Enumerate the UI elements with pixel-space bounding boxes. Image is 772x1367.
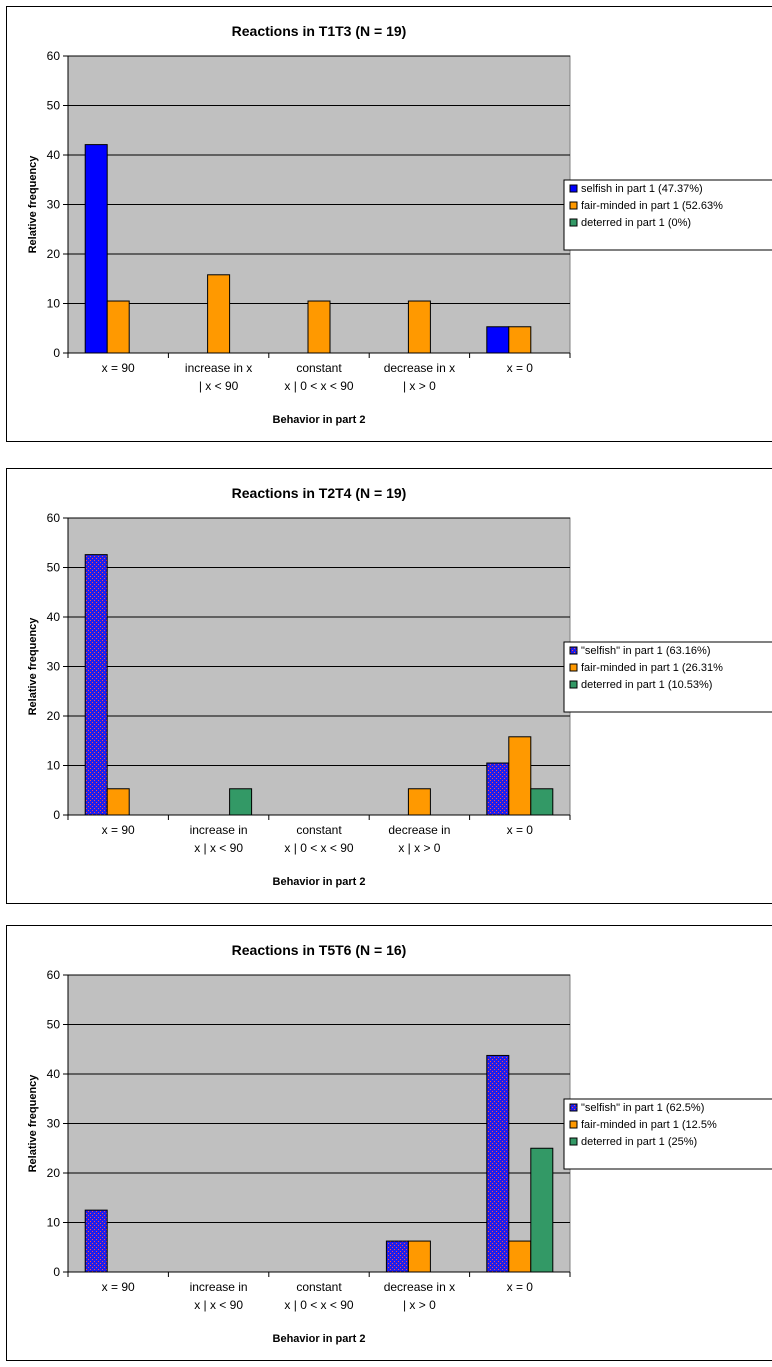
y-tick-label: 10 <box>47 297 61 311</box>
bar <box>486 762 510 816</box>
category-label: x | x > 0 <box>398 841 440 855</box>
y-tick-label: 0 <box>53 808 60 822</box>
legend-swatch <box>569 646 578 655</box>
bar <box>508 1240 532 1273</box>
chart-title: Reactions in T1T3 (N = 19) <box>232 23 407 39</box>
legend-label: deterred in part 1 (0%) <box>581 217 691 229</box>
x-axis-label: Behavior in part 2 <box>273 876 366 888</box>
y-tick-label: 20 <box>47 1166 61 1180</box>
y-tick-label: 0 <box>53 1265 60 1279</box>
bar <box>84 144 108 354</box>
y-tick-label: 0 <box>53 346 60 360</box>
category-label: decrease in x <box>384 1280 455 1294</box>
category-label: x = 90 <box>102 1280 135 1294</box>
category-label: x | x < 90 <box>194 1298 243 1312</box>
y-tick-label: 50 <box>47 1018 61 1032</box>
category-label: | x < 90 <box>199 379 239 393</box>
category-label: x = 0 <box>507 1280 534 1294</box>
bar <box>385 1240 409 1273</box>
y-tick-label: 40 <box>47 610 61 624</box>
x-axis-label: Behavior in part 2 <box>273 1333 366 1345</box>
category-label: constant <box>296 1280 342 1294</box>
category-label: x = 90 <box>102 361 135 375</box>
chart-title: Reactions in T5T6 (N = 16) <box>232 942 407 958</box>
bar <box>530 788 554 816</box>
chart-title: Reactions in T2T4 (N = 19) <box>232 485 407 501</box>
category-label: x | 0 < x < 90 <box>284 1298 353 1312</box>
legend-box <box>563 1098 772 1170</box>
category-label: increase in <box>190 1280 248 1294</box>
bar <box>84 554 108 816</box>
legend-swatch <box>569 184 578 193</box>
y-tick-label: 10 <box>47 759 61 773</box>
y-tick-label: 30 <box>47 198 61 212</box>
bar <box>207 274 231 354</box>
bar <box>407 788 431 816</box>
legend-label: fair-minded in part 1 (26.31% <box>581 662 723 674</box>
legend-label: deterred in part 1 (10.53%) <box>581 679 712 691</box>
category-label: | x > 0 <box>403 1298 436 1312</box>
category-label: x | x < 90 <box>194 841 243 855</box>
legend-label: "selfish" in part 1 (62.5%) <box>581 1102 704 1114</box>
category-label: decrease in x <box>384 361 455 375</box>
bar <box>84 1209 108 1273</box>
legend-swatch <box>569 663 578 672</box>
bar <box>106 788 130 816</box>
category-label: x = 0 <box>507 823 534 837</box>
legend-box <box>563 179 772 251</box>
category-label: x = 90 <box>102 823 135 837</box>
legend-label: "selfish" in part 1 (63.16%) <box>581 645 710 657</box>
chart-t2t4: 0 10 20 30 40 50 60 x = 90 increase in x | x < 90… <box>6 468 772 904</box>
bar <box>407 1240 431 1273</box>
y-tick-label: 50 <box>47 99 61 113</box>
y-tick-label: 60 <box>47 511 61 525</box>
bar <box>486 1054 510 1273</box>
y-tick-label: 30 <box>47 660 61 674</box>
y-axis-label: Relative frequency <box>27 155 39 254</box>
bar <box>508 736 532 816</box>
category-label: increase in x <box>185 361 252 375</box>
legend-label: fair-minded in part 1 (12.5% <box>581 1119 717 1131</box>
legend-swatch <box>569 680 578 689</box>
y-tick-label: 40 <box>47 1067 61 1081</box>
legend-swatch <box>569 1103 578 1112</box>
legend-swatch <box>569 201 578 210</box>
legend-swatch <box>569 218 578 227</box>
legend-swatch <box>569 1137 578 1146</box>
chart-t1t3: 0 10 20 30 40 50 60 x = 90 increase in x | x < 90… <box>6 6 772 442</box>
category-label: | x > 0 <box>403 379 436 393</box>
chart-t5t6: 0 10 20 30 40 50 60 x = 90 increase in x | x < 90… <box>6 925 772 1361</box>
category-label: decrease in <box>388 823 450 837</box>
category-label: increase in <box>190 823 248 837</box>
bar <box>229 788 253 816</box>
y-axis-label: Relative frequency <box>27 1074 39 1173</box>
category-label: x | 0 < x < 90 <box>284 379 353 393</box>
bar <box>106 300 130 354</box>
legend-label: selfish in part 1 (47.37%) <box>581 183 703 195</box>
legend-swatch <box>569 1120 578 1129</box>
category-label: x = 0 <box>507 361 534 375</box>
y-tick-label: 60 <box>47 49 61 63</box>
y-tick-label: 30 <box>47 1117 61 1131</box>
y-tick-label: 50 <box>47 561 61 575</box>
legend-box <box>563 641 772 713</box>
legend-label: deterred in part 1 (25%) <box>581 1136 697 1148</box>
category-label: constant <box>296 823 342 837</box>
bar <box>307 300 331 354</box>
y-tick-label: 10 <box>47 1216 61 1230</box>
y-tick-label: 20 <box>47 247 61 261</box>
category-label: x | 0 < x < 90 <box>284 841 353 855</box>
bar <box>486 326 510 354</box>
category-label: constant <box>296 361 342 375</box>
y-tick-label: 20 <box>47 709 61 723</box>
bar <box>508 326 532 354</box>
y-tick-label: 60 <box>47 968 61 982</box>
legend-label: fair-minded in part 1 (52.63% <box>581 200 723 212</box>
bar <box>407 300 431 354</box>
bar <box>530 1147 554 1273</box>
x-axis-label: Behavior in part 2 <box>273 414 366 426</box>
y-axis-label: Relative frequency <box>27 617 39 716</box>
y-tick-label: 40 <box>47 148 61 162</box>
